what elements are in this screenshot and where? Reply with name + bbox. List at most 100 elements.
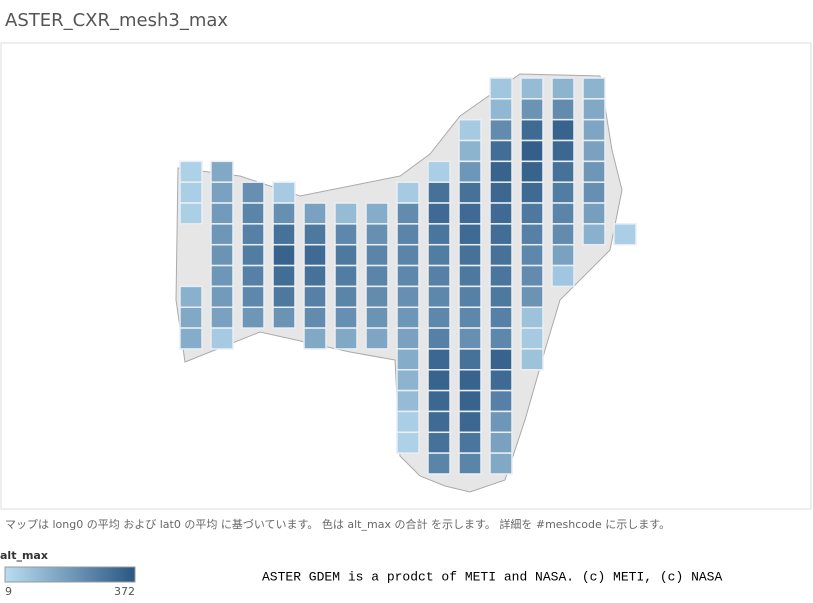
mesh-cell [427, 223, 451, 246]
mesh-cell [520, 243, 544, 267]
mesh-cell [520, 139, 544, 163]
mesh-cell [396, 327, 420, 350]
mesh-cell [396, 243, 420, 267]
mesh-cell [427, 369, 451, 392]
mesh-cell [427, 348, 451, 371]
mesh-cell [458, 452, 482, 475]
mesh-cell [303, 243, 327, 267]
mesh-cell [179, 160, 203, 183]
mesh-cell [489, 431, 513, 454]
mesh-cell [303, 327, 327, 350]
mesh-cell [365, 306, 389, 329]
mesh-cell [458, 389, 482, 413]
mesh-cell [489, 160, 513, 183]
mesh-cell [458, 160, 482, 183]
mesh-cell [489, 264, 513, 288]
mesh-cell [520, 285, 544, 308]
mesh-cell [551, 77, 575, 100]
mesh-cell [489, 223, 513, 246]
mesh-cell [489, 98, 513, 121]
mesh-cell [396, 369, 420, 392]
mesh-cell [396, 389, 420, 413]
mesh-cell [551, 243, 575, 267]
mesh-cell [303, 264, 327, 288]
legend-max: 372 [114, 585, 135, 598]
legend-bar [4, 566, 136, 583]
mesh-cell [303, 285, 327, 308]
mesh-cell [489, 389, 513, 413]
mesh-cell [272, 243, 296, 267]
mesh-cell [272, 285, 296, 308]
mesh-cell [489, 243, 513, 267]
mesh-cell [458, 369, 482, 392]
mesh-cell [241, 202, 265, 225]
mesh-cell [365, 243, 389, 267]
mesh-cell [334, 327, 358, 350]
mesh-cell [272, 181, 296, 204]
mesh-cell [520, 181, 544, 204]
mesh-cell [582, 98, 606, 121]
mesh-cell [334, 264, 358, 288]
mesh-cell [427, 410, 451, 434]
mesh-cell [334, 202, 358, 225]
mesh-cell [241, 306, 265, 329]
mesh-cell [489, 202, 513, 225]
mesh-cell [551, 160, 575, 183]
mesh-cell [210, 327, 234, 350]
mesh-cell [582, 77, 606, 100]
mesh-cell [520, 348, 544, 371]
mesh-cell [365, 285, 389, 308]
mesh-cell [520, 306, 544, 329]
mesh-cell [179, 306, 203, 329]
mesh-cell [396, 410, 420, 434]
mesh-cell [489, 369, 513, 392]
mesh-cell [210, 243, 234, 267]
mesh-cell [179, 181, 203, 204]
mesh-cell [489, 118, 513, 142]
mesh-cell [427, 243, 451, 267]
mesh-cell [241, 285, 265, 308]
mesh-cell [427, 285, 451, 308]
mesh-cell [365, 264, 389, 288]
legend-min: 9 [5, 585, 12, 598]
mesh-cell [303, 306, 327, 329]
mesh-cell [458, 223, 482, 246]
mesh-cell [427, 181, 451, 204]
mesh-cell [272, 223, 296, 246]
mesh-cell [396, 285, 420, 308]
mesh-cell [489, 348, 513, 371]
mesh-cell [179, 285, 203, 308]
mesh-cell [520, 327, 544, 350]
mesh-cell [489, 77, 513, 100]
mesh-cell [179, 202, 203, 225]
mesh-cell [489, 452, 513, 475]
mesh-cell [334, 243, 358, 267]
mesh-cell [427, 306, 451, 329]
mesh-cell [210, 306, 234, 329]
mesh-cell [551, 98, 575, 121]
mesh-cell [489, 410, 513, 434]
mesh-cell [334, 223, 358, 246]
mesh-cell [489, 285, 513, 308]
mesh-cell [272, 264, 296, 288]
mesh-cell [582, 139, 606, 163]
mesh-cell [427, 389, 451, 413]
mesh-cell [427, 452, 451, 475]
title: ASTER_CXR_mesh3_max [5, 10, 228, 31]
mesh-cell [365, 327, 389, 350]
mesh-cell [396, 181, 420, 204]
mesh-cell [303, 202, 327, 225]
mesh-cell [489, 181, 513, 204]
mesh-cell [458, 306, 482, 329]
mesh-cell [582, 181, 606, 204]
mesh-cell [458, 410, 482, 434]
legend-title: alt_max [0, 549, 48, 562]
mesh-cell [210, 264, 234, 288]
mesh-cell [458, 243, 482, 267]
mesh-cell [427, 202, 451, 225]
mesh-cell [613, 223, 637, 246]
mesh-cell [458, 202, 482, 225]
mesh-cell [272, 202, 296, 225]
